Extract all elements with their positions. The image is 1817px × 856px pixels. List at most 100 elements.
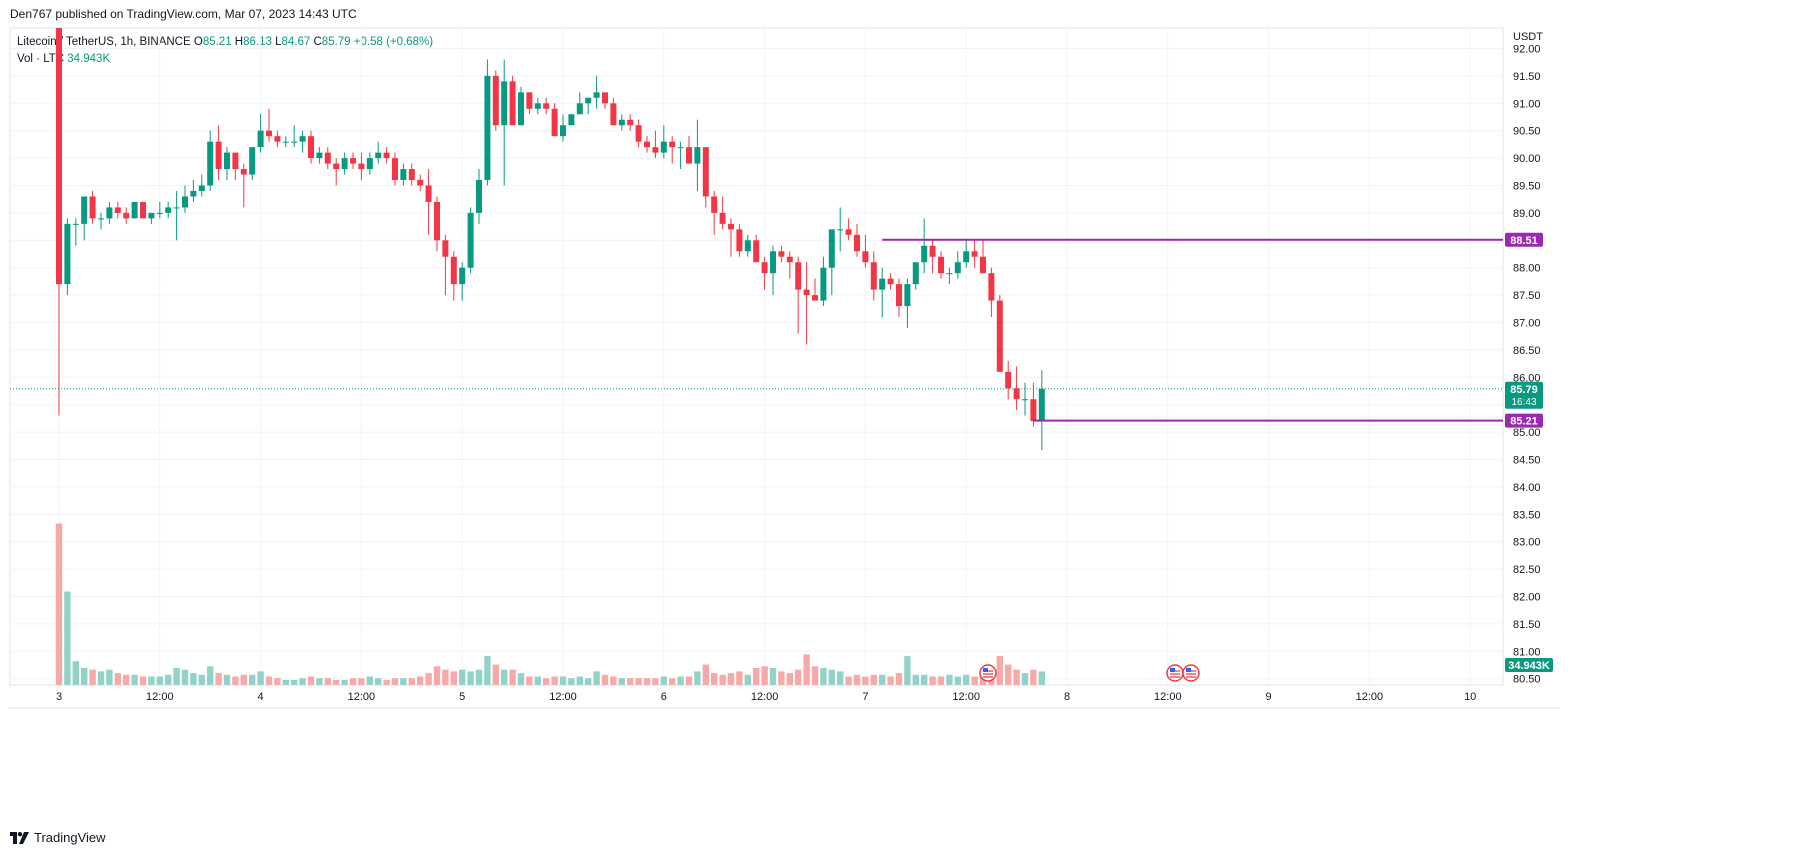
- volume-bar: [307, 676, 315, 685]
- candle-body: [728, 223, 734, 230]
- candle-body: [543, 103, 550, 109]
- candle-body: [938, 256, 944, 274]
- candle-body: [165, 207, 172, 213]
- candle-body: [383, 152, 390, 159]
- volume-bar: [517, 673, 525, 685]
- candle-body: [148, 212, 155, 219]
- volume-bar: [123, 674, 130, 685]
- candle-body: [417, 180, 424, 186]
- volume-bar: [820, 668, 827, 685]
- y-tick-label: 90.50: [1513, 126, 1541, 138]
- y-tick-label: 91.00: [1513, 98, 1541, 110]
- candle-body: [568, 114, 575, 126]
- volume-bar: [551, 676, 558, 685]
- candle-body: [106, 207, 113, 219]
- candle-body: [1013, 388, 1020, 400]
- volume-label[interactable]: Vol · LTC: [17, 53, 65, 65]
- us-flag-event-icon: [979, 664, 997, 682]
- volume-bar: [484, 656, 491, 685]
- volume-bar: [601, 674, 609, 685]
- candle-body: [954, 262, 961, 274]
- candle-body: [702, 147, 709, 197]
- x-tick-day: 9: [1266, 691, 1272, 703]
- x-tick-day: 5: [459, 691, 465, 703]
- volume-bar: [72, 661, 79, 685]
- x-tick-time: 12:00: [1356, 691, 1384, 703]
- volume-bar: [173, 668, 180, 685]
- open-label: O: [193, 36, 203, 48]
- candle-body: [744, 240, 751, 252]
- y-tick-label: 84.50: [1513, 455, 1541, 467]
- x-tick-day: 4: [258, 691, 264, 703]
- candle-body: [929, 245, 936, 257]
- volume-bar: [190, 673, 197, 685]
- volume-bar: [534, 676, 541, 685]
- volume-bar: [433, 666, 441, 685]
- volume-bar: [1005, 664, 1012, 685]
- candle-body: [618, 119, 625, 126]
- candle-body: [266, 130, 272, 137]
- x-tick-time: 12:00: [146, 691, 174, 703]
- low-label: L: [275, 36, 282, 48]
- volume-bar: [358, 678, 365, 685]
- volume-bar: [660, 676, 667, 685]
- volume-bar: [921, 674, 928, 685]
- volume-bar: [526, 676, 533, 685]
- candle-body: [476, 180, 482, 213]
- x-tick-day: 8: [1064, 691, 1070, 703]
- candle-body: [526, 92, 533, 109]
- us-flag-event-icon: [1166, 664, 1184, 682]
- candle-body: [484, 75, 491, 181]
- high-label: H: [234, 36, 244, 48]
- candle-body: [677, 147, 684, 149]
- volume-bar: [450, 671, 457, 685]
- x-tick-day: 7: [862, 691, 868, 703]
- candle-body: [896, 284, 902, 307]
- candle-body: [392, 158, 398, 181]
- y-tick-label: 83.00: [1513, 537, 1541, 549]
- volume-bars: [55, 523, 1045, 685]
- candle-body: [232, 152, 239, 170]
- time-axis[interactable]: 3 12:00 4 12:00 5 12:00 6 12:00 7 12:00 8 12:00 9 12:…: [56, 691, 1476, 703]
- candle-body: [156, 212, 163, 214]
- candle-body: [467, 212, 474, 268]
- volume-bar: [1021, 673, 1029, 685]
- y-tick-label: 82.00: [1513, 592, 1541, 604]
- candle-body: [400, 169, 407, 181]
- candle-body: [350, 158, 356, 164]
- footer-brand[interactable]: TradingView: [34, 830, 106, 845]
- price-axis[interactable]: 92.0091.5091.0090.5090.0089.5089.0088.50…: [1513, 31, 1543, 686]
- candle-body: [593, 92, 600, 98]
- y-tick-label: 87.00: [1513, 318, 1541, 330]
- volume-bar: [366, 676, 373, 685]
- candle-body: [921, 245, 928, 263]
- candle-body: [282, 141, 289, 143]
- volume-bar: [593, 671, 600, 685]
- level-lines[interactable]: [10, 238, 1503, 422]
- candle-body: [1022, 399, 1028, 401]
- candle-body: [291, 141, 298, 143]
- candle-body: [585, 97, 592, 104]
- candle-body: [333, 163, 340, 170]
- plot-frame: [9, 27, 1504, 686]
- y-tick-label: 91.50: [1513, 71, 1541, 83]
- volume-bar: [114, 673, 121, 685]
- candle-body: [602, 92, 608, 104]
- candle-body: [753, 240, 760, 263]
- volume-bar: [685, 676, 693, 685]
- volume-bar: [1013, 669, 1020, 685]
- volume-bar: [929, 676, 936, 685]
- candle-body: [207, 141, 214, 186]
- volume-bar: [349, 678, 357, 685]
- candle-body: [652, 147, 659, 153]
- volume-bar: [559, 676, 567, 685]
- candle-body: [114, 207, 121, 213]
- candle-body: [812, 295, 818, 301]
- volume-bar: [64, 591, 71, 685]
- candle-body: [644, 141, 650, 148]
- candle-body: [64, 223, 71, 285]
- candle-body: [534, 103, 541, 109]
- volume-bar: [139, 676, 147, 685]
- candle-body: [854, 234, 860, 252]
